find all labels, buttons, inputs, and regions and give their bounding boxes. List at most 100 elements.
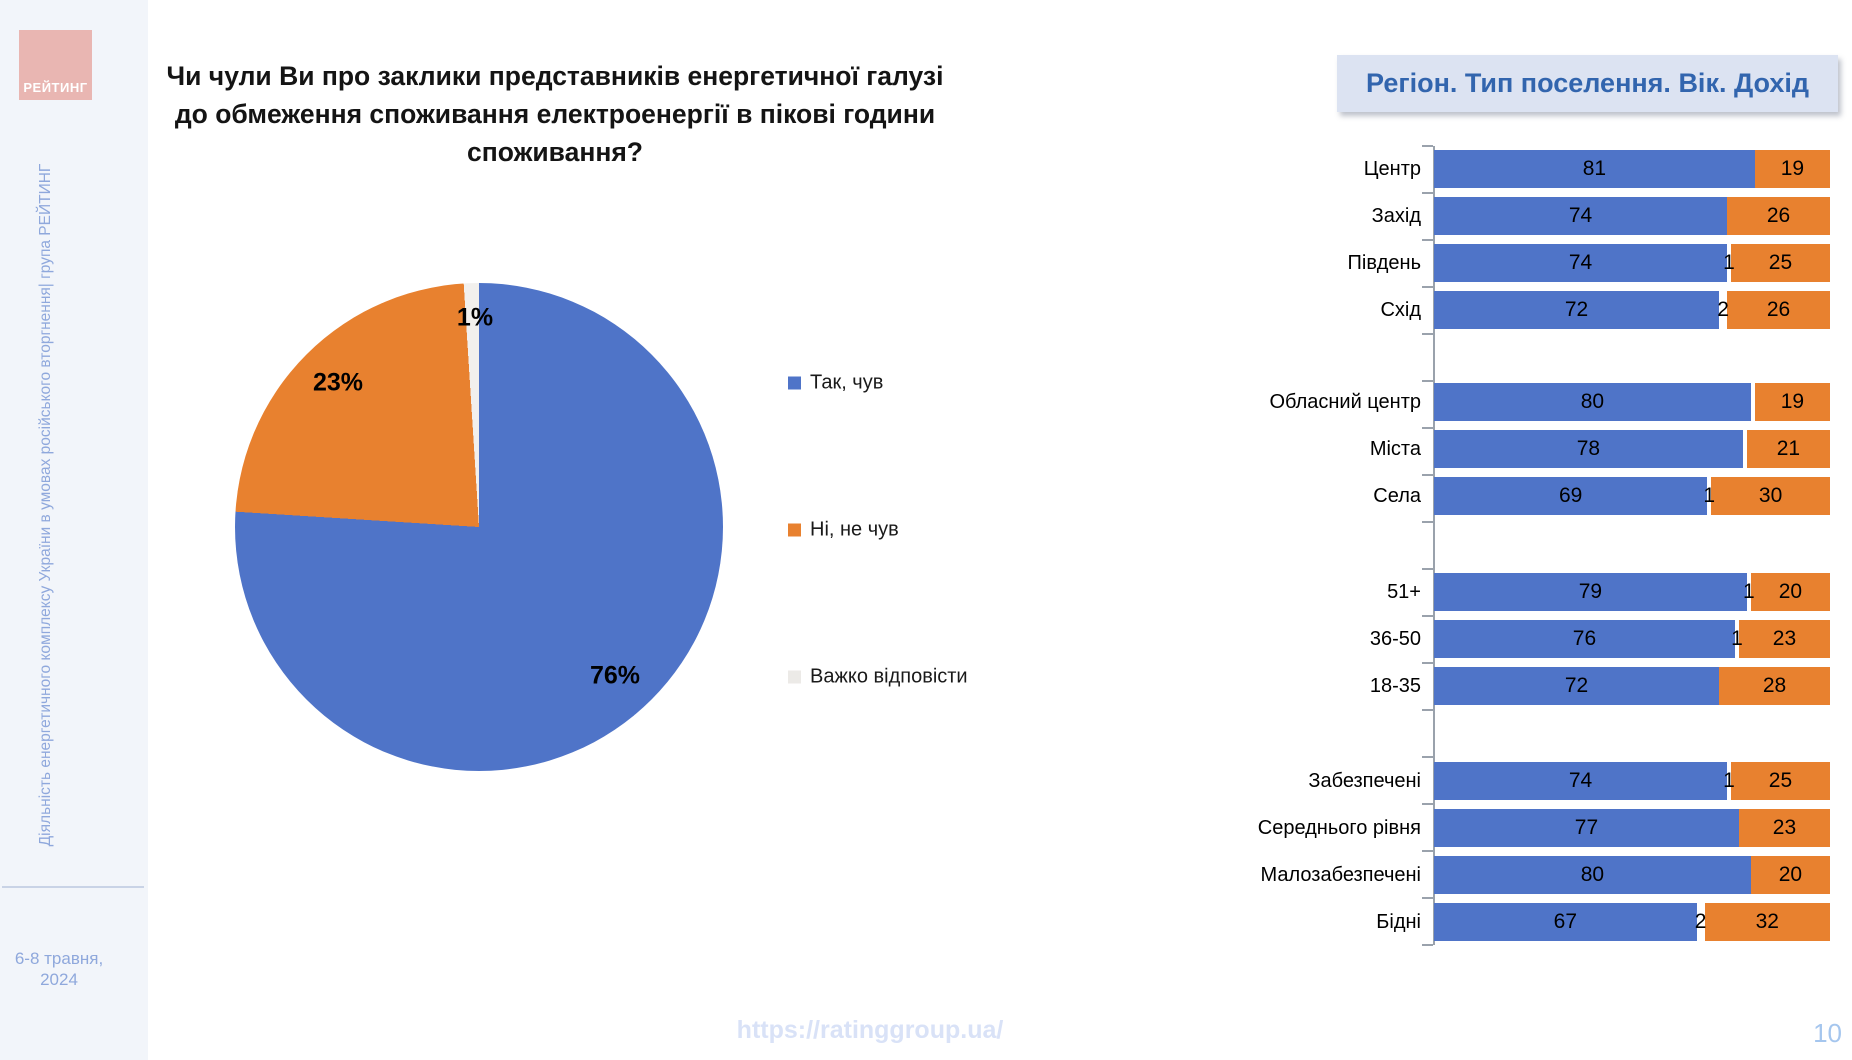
bar-segment-no: 30 (1711, 477, 1830, 515)
bar-category-label: Центр (1363, 158, 1421, 180)
bar-segment-yes: 79 (1434, 573, 1747, 611)
bar-row: Південь 74 1 25 (1100, 244, 1830, 282)
bar-segment-no: 19 (1754, 383, 1830, 421)
bar-segment-no: 19 (1754, 150, 1830, 188)
legend-item: Ні, не чув (788, 519, 899, 542)
legend-item: Важко відповісти (788, 666, 968, 689)
source-url-link[interactable]: https://ratinggroup.ua/ (736, 1016, 1004, 1044)
bar-row: 51+ 79 1 20 (1100, 573, 1830, 611)
bar-segment-dk-label: 1 (1731, 627, 1743, 650)
bar-segment-no: 23 (1738, 809, 1830, 847)
pie-slice-label: 1% (456, 303, 494, 332)
bar-category-label: Міста (1369, 438, 1421, 460)
bar-segment-no: 20 (1750, 573, 1830, 611)
axis-tick (1422, 662, 1433, 664)
bar-segment-yes: 72 (1434, 667, 1720, 705)
legend-item: Так, чув (788, 372, 883, 395)
breakdown-header: Регіон. Тип поселення. Вік. Дохід (1337, 55, 1838, 112)
bar-track: 80 19 (1434, 383, 1830, 421)
axis-tick (1422, 427, 1433, 429)
legend-label: Ні, не чув (810, 518, 899, 541)
bar-row: Міста 78 21 (1100, 430, 1830, 468)
bar-segment-no: 28 (1719, 667, 1830, 705)
pie-slice-label: 76% (589, 661, 641, 690)
breakdown-header-text: Регіон. Тип поселення. Вік. Дохід (1366, 68, 1809, 98)
survey-date-line2: 2024 (40, 970, 78, 990)
legend-swatch-icon (788, 670, 801, 684)
survey-date-line1: 6-8 травня, (14, 949, 104, 968)
bar-segment-dk: 2 (1694, 903, 1707, 941)
bar-track: 81 19 (1434, 150, 1830, 188)
bar-track: 78 21 (1434, 430, 1830, 468)
bar-segment-no: 25 (1730, 244, 1830, 282)
bar-segment-no: 26 (1727, 197, 1830, 235)
bar-row: Середнього рівня 77 23 (1100, 809, 1830, 847)
axis-tick (1422, 239, 1433, 241)
bar-category-label: 36-50 (1369, 628, 1421, 650)
axis-tick (1422, 803, 1433, 805)
bar-category-label: Бідні (1376, 911, 1421, 933)
bar-segment-dk-label: 2 (1717, 298, 1729, 321)
bar-segment-no: 20 (1750, 856, 1830, 894)
bar-category-label: Села (1373, 485, 1421, 507)
bar-row: Села 69 1 30 (1100, 477, 1830, 515)
bar-segment-dk: 2 (1717, 291, 1729, 329)
pie-chart (235, 283, 723, 771)
bar-track: 69 1 30 (1434, 477, 1830, 515)
bar-segment-dk: 1 (1731, 620, 1743, 658)
bar-track: 67 2 32 (1434, 903, 1830, 941)
bar-track: 77 23 (1434, 809, 1830, 847)
bar-category-label: Забезпечені (1308, 770, 1421, 792)
axis-tick (1422, 944, 1433, 946)
bar-segment-dk-label: 2 (1694, 910, 1707, 933)
bar-segment-dk-label: 1 (1703, 484, 1716, 507)
sidebar: РЕЙТИНГ Діяльність енергетичного комплек… (0, 0, 148, 1060)
bar-row: 36-50 76 1 23 (1100, 620, 1830, 658)
bar-track: 79 1 20 (1434, 573, 1830, 611)
question-title: Чи чули Ви про заклики представників ене… (166, 61, 944, 167)
bar-category-label: Схід (1380, 299, 1421, 321)
bar-category-label: Захід (1371, 205, 1421, 227)
axis-tick (1422, 568, 1433, 570)
bar-segment-dk: 1 (1723, 762, 1735, 800)
axis-tick (1422, 850, 1433, 852)
bar-row: Обласний центр 80 19 (1100, 383, 1830, 421)
legend-label: Важко відповісти (810, 665, 968, 688)
bar-segment-no: 23 (1738, 620, 1830, 658)
bar-track: 72 2 26 (1434, 291, 1830, 329)
bar-segment-no: 25 (1730, 762, 1830, 800)
bar-category-label: 51+ (1387, 581, 1421, 603)
bar-segment-no: 26 (1727, 291, 1830, 329)
bar-segment-dk-label: 1 (1723, 251, 1735, 274)
bar-row: 18-35 72 28 (1100, 667, 1830, 705)
axis-tick (1422, 756, 1433, 758)
bar-track: 76 1 23 (1434, 620, 1830, 658)
axis-tick (1422, 474, 1433, 476)
bar-row: Захід 74 26 (1100, 197, 1830, 235)
bar-segment-yes: 74 (1434, 244, 1728, 282)
bar-track: 74 26 (1434, 197, 1830, 235)
sidebar-divider (2, 886, 144, 888)
axis-tick (1422, 192, 1433, 194)
sidebar-vertical-title: Діяльність енергетичного комплексу Украї… (37, 163, 54, 847)
bar-category-label: Малозабезпечені (1260, 864, 1422, 886)
bar-segment-dk (1750, 383, 1755, 421)
axis-tick (1422, 333, 1433, 335)
logo-text: РЕЙТИНГ (23, 80, 88, 95)
legend-swatch-icon (788, 523, 801, 537)
page-number: 10 (1813, 1018, 1842, 1048)
legend-label: Так, чув (810, 371, 884, 394)
pie-slice-label: 23% (312, 368, 364, 397)
bar-segment-dk (1742, 430, 1747, 468)
axis-tick (1422, 380, 1433, 382)
bar-segment-yes: 74 (1434, 762, 1728, 800)
legend-swatch-icon (788, 376, 801, 390)
bar-segment-yes: 76 (1434, 620, 1735, 658)
bar-track: 80 20 (1434, 856, 1830, 894)
bar-segment-yes: 81 (1434, 150, 1755, 188)
bar-row: Центр 81 19 (1100, 150, 1830, 188)
axis-tick (1422, 521, 1433, 523)
bar-segment-no: 32 (1704, 903, 1830, 941)
category-axis-line (1433, 146, 1435, 945)
